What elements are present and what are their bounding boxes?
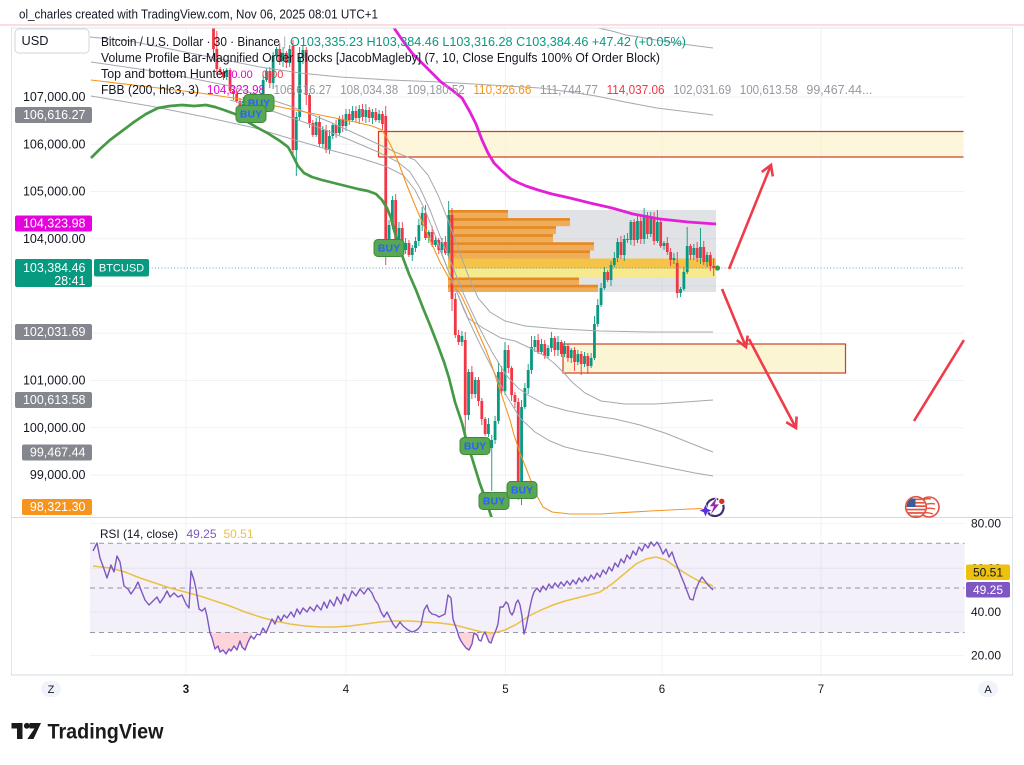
svg-text:BUY: BUY xyxy=(464,441,486,453)
svg-text:107,000.00: 107,000.00 xyxy=(23,90,86,104)
svg-text:106,616.27: 106,616.27 xyxy=(23,108,86,122)
svg-text:BTCUSD: BTCUSD xyxy=(99,263,144,275)
svg-text:100,613.58: 100,613.58 xyxy=(23,393,86,407)
svg-text:40.00: 40.00 xyxy=(971,605,1001,619)
svg-text:49.25: 49.25 xyxy=(973,583,1003,597)
svg-text:Bitcoin / U.S. Dollar · 30 · B: Bitcoin / U.S. Dollar · 30 · Binance | O10… xyxy=(101,34,686,49)
svg-text:104,323.98: 104,323.98 xyxy=(23,217,86,231)
svg-text:6: 6 xyxy=(659,684,665,696)
svg-text:5: 5 xyxy=(502,684,508,696)
svg-text:7: 7 xyxy=(818,684,824,696)
svg-text:105,000.00: 105,000.00 xyxy=(23,185,86,199)
svg-text:4: 4 xyxy=(343,684,350,696)
svg-text:20.00: 20.00 xyxy=(971,649,1001,663)
svg-text:80.00: 80.00 xyxy=(971,517,1001,531)
svg-text:Volume Profile Bar-Magnified O: Volume Profile Bar-Magnified Order Block… xyxy=(101,50,660,65)
svg-text:A: A xyxy=(984,684,992,696)
svg-text:ol_charles created with Tradin: ol_charles created with TradingView.com,… xyxy=(19,8,378,22)
svg-text:99,000.00: 99,000.00 xyxy=(30,468,86,482)
svg-text:50.51: 50.51 xyxy=(973,566,1003,580)
svg-text:Z: Z xyxy=(48,684,55,696)
svg-text:3: 3 xyxy=(183,684,189,696)
svg-text:98,321.30: 98,321.30 xyxy=(30,500,86,514)
svg-text:Top and bottom Hunter|0.000.00: Top and bottom Hunter|0.00 0.00 xyxy=(101,66,283,81)
svg-text:101,000.00: 101,000.00 xyxy=(23,374,86,388)
svg-text:BUY: BUY xyxy=(240,109,262,121)
svg-text:TradingView: TradingView xyxy=(48,721,165,744)
svg-text:USD: USD xyxy=(22,33,49,48)
svg-text:103,384.46: 103,384.46 xyxy=(23,261,86,275)
svg-text:BUY: BUY xyxy=(511,485,533,497)
svg-text:104,000.00: 104,000.00 xyxy=(23,232,86,246)
svg-text:BUY: BUY xyxy=(483,496,505,508)
svg-text:99,467.44: 99,467.44 xyxy=(30,446,86,460)
svg-text:28:41: 28:41 xyxy=(54,274,85,288)
svg-text:106,000.00: 106,000.00 xyxy=(23,138,86,152)
svg-text:BUY: BUY xyxy=(378,243,400,255)
svg-text:100,000.00: 100,000.00 xyxy=(23,421,86,435)
svg-text:102,031.69: 102,031.69 xyxy=(23,325,86,339)
